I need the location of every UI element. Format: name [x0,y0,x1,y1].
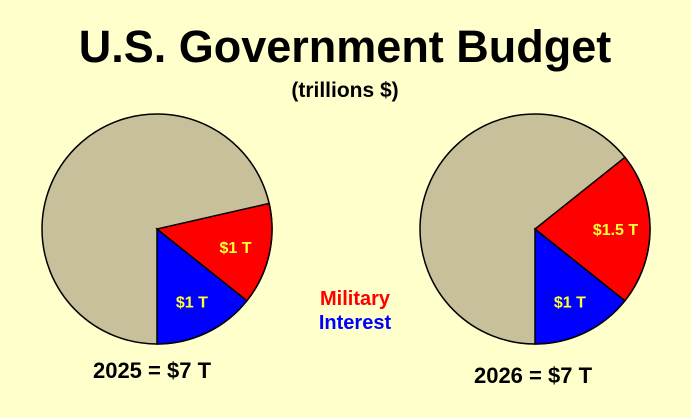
pie-1-slice-military [533,156,651,302]
chart-title: U.S. Government Budget [79,21,612,72]
pie-1-label-interest: $1 T [554,295,586,312]
caption-2025: 2025 = $7 T [93,358,212,383]
pie-0-label-interest: $1 T [176,295,208,312]
pie-0-slice-interest [156,227,248,345]
pie-1-label-military: $1.5 T [593,222,639,239]
pie-0-slice-military [155,202,273,302]
legend-interest: Interest [319,312,392,334]
chart-subtitle: (trillions $) [291,79,398,102]
caption-2026: 2026 = $7 T [474,363,593,388]
pie-1-slice-interest [534,227,626,345]
pie-0-label-military: $1 T [219,240,251,257]
legend-military: Military [320,288,391,310]
